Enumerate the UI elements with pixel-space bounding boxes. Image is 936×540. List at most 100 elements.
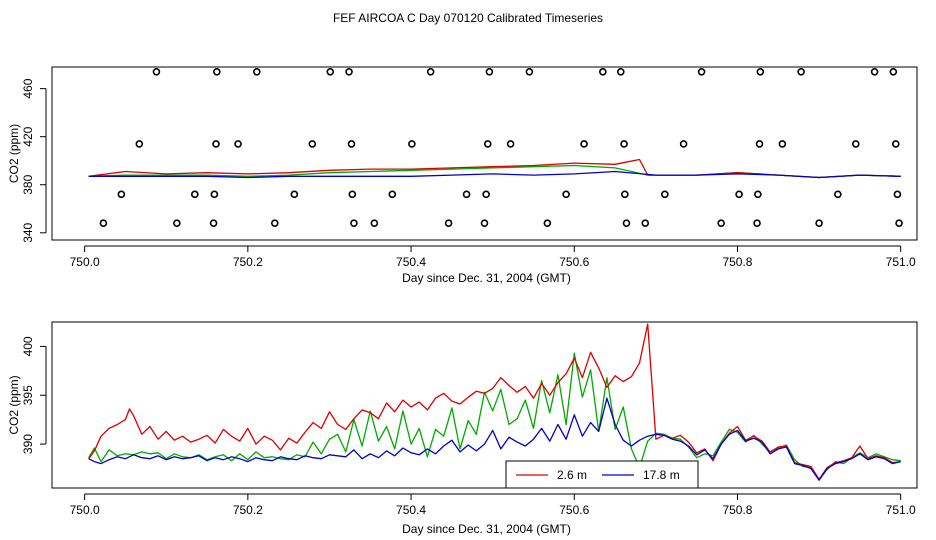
calibration-point <box>622 219 631 227</box>
bottom-x-axis-label: Day since Dec. 31, 2004 (GMT) <box>402 522 571 536</box>
calibration-point <box>599 68 607 76</box>
calibration-point <box>408 140 416 148</box>
y-tick-label: 460 <box>21 78 35 98</box>
y-tick-label: 340 <box>21 222 35 242</box>
calibration-point <box>815 219 823 227</box>
y-tick-label: 400 <box>21 336 35 356</box>
calibration-point <box>370 219 379 227</box>
calibration-point <box>485 68 494 76</box>
calibration-point <box>173 219 181 227</box>
calibration-point <box>483 140 492 148</box>
calibration-point <box>562 190 570 199</box>
calibration-point <box>135 140 144 148</box>
calibration-point <box>99 219 108 227</box>
top-plot-frame <box>51 66 918 241</box>
calibration-point <box>290 190 299 199</box>
x-tick-label: 750.0 <box>70 255 100 269</box>
calibration-point <box>270 219 279 227</box>
calibration-point <box>388 190 397 199</box>
x-tick-label: 750.4 <box>396 255 426 269</box>
calibration-point <box>620 140 628 148</box>
y-tick-label: 390 <box>21 434 35 454</box>
x-tick-label: 750.6 <box>559 255 589 269</box>
y-tick-label: 395 <box>21 385 35 405</box>
calibration-point <box>210 190 219 199</box>
calibration-point <box>834 190 842 199</box>
calibration-point <box>480 219 489 227</box>
top-y-axis-label: CO2 (ppm) <box>7 124 21 183</box>
calibration-point <box>717 219 725 227</box>
calibration-point <box>889 68 898 76</box>
calibration-point <box>462 190 471 199</box>
top-series <box>88 158 901 179</box>
top-axes: 750.0 750.2 750.4 750.6 750.8 751.0 340 380 420 4… <box>21 78 916 269</box>
calibration-point <box>753 219 761 227</box>
calibration-point <box>735 190 743 199</box>
x-tick-label: 750.8 <box>722 255 752 269</box>
calibration-point <box>308 140 317 148</box>
calibration-point <box>253 68 261 76</box>
calibration-point <box>870 68 879 76</box>
calibration-point <box>679 140 688 148</box>
series-line-17-8-m <box>88 397 901 481</box>
x-tick-label: 751.0 <box>886 503 916 517</box>
calibration-point <box>891 140 900 148</box>
top-calibration-points <box>99 68 903 227</box>
calibration-point <box>350 219 358 227</box>
calibration-point <box>482 190 490 199</box>
calibration-point <box>661 190 669 199</box>
calibration-point <box>697 68 706 76</box>
figure-title: FEF AIRCOA C Day 070120 Calibrated Times… <box>333 11 603 25</box>
bottom-series <box>88 323 901 481</box>
calibration-point <box>641 219 650 227</box>
calibration-point <box>117 190 126 199</box>
x-tick-label: 750.0 <box>70 503 100 517</box>
calibration-point <box>778 140 787 148</box>
calibration-point <box>755 140 764 148</box>
bottom-y-axis-label: CO2 (ppm) <box>7 375 21 434</box>
calibration-point <box>797 68 805 76</box>
calibration-point <box>345 68 353 76</box>
calibration-point <box>851 140 860 148</box>
bottom-panel: 750.0 750.2 750.4 750.6 750.8 751.0390395400 … <box>7 321 918 536</box>
calibration-point <box>152 68 161 76</box>
top-x-axis-label: Day since Dec. 31, 2004 (GMT) <box>402 271 571 285</box>
calibration-point <box>621 190 629 199</box>
series-line-green <box>88 352 901 480</box>
x-tick-label: 751.0 <box>886 255 916 269</box>
calibration-point <box>191 190 199 199</box>
bottom-plot-frame <box>51 321 918 489</box>
bottom-axes: 750.0 750.2 750.4 750.6 750.8 751.0 390 395 400 <box>21 336 916 517</box>
calibration-point <box>444 219 453 227</box>
x-tick-label: 750.2 <box>233 255 263 269</box>
calibration-point <box>234 140 242 148</box>
legend: 2.6 m 17.8 m <box>505 460 699 489</box>
calibration-point <box>754 190 762 199</box>
calibration-point <box>326 68 335 76</box>
y-tick-label: 420 <box>21 126 35 146</box>
y-tick-label: 380 <box>21 174 35 194</box>
calibration-point <box>895 219 903 227</box>
calibration-point <box>209 219 218 227</box>
calibration-point <box>543 219 552 227</box>
calibration-point <box>347 140 356 148</box>
top-panel: 750.0 750.2 750.4 750.6 750.8 751.0 340 380 420 4… <box>7 66 918 285</box>
calibration-point <box>426 68 435 76</box>
calibration-point <box>212 140 220 148</box>
calibration-point <box>506 140 515 148</box>
calibration-point <box>616 68 625 76</box>
x-tick-label: 750.8 <box>722 503 752 517</box>
legend-label-2-6m: 2.6 m <box>557 468 587 482</box>
calibration-point <box>525 68 534 76</box>
x-tick-label: 750.4 <box>396 503 426 517</box>
calibration-point <box>580 140 588 148</box>
series-line-17-8-m <box>88 170 901 179</box>
calibration-point <box>893 190 902 199</box>
calibration-point <box>213 68 221 76</box>
x-tick-label: 750.6 <box>559 503 589 517</box>
calibration-point <box>756 68 765 76</box>
calibration-point <box>348 190 357 199</box>
x-tick-label: 750.2 <box>233 503 263 517</box>
legend-label-17-8m: 17.8 m <box>643 468 680 482</box>
